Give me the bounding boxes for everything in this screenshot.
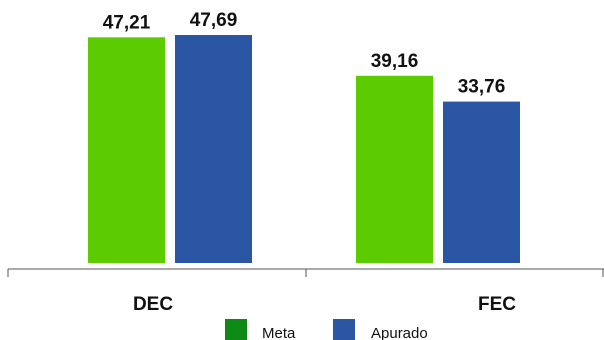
value-label-dec-apurado: 47,69 — [190, 10, 238, 31]
value-label-fec-apurado: 33,76 — [458, 77, 506, 98]
legend-label-apurado: Apurado — [371, 325, 428, 340]
legend-label-meta: Meta — [262, 325, 296, 340]
category-labels-layer: DEC FEC — [133, 294, 516, 315]
bar-dec-apurado — [175, 35, 252, 263]
legend-swatch-meta — [225, 319, 247, 340]
bars-layer — [88, 35, 520, 264]
x-axis — [7, 268, 604, 277]
value-label-dec-meta: 47,21 — [103, 12, 151, 33]
category-label-dec: DEC — [133, 294, 173, 315]
value-labels-layer: 47,21 47,69 39,16 33,76 — [103, 10, 506, 98]
bar-dec-meta — [88, 37, 165, 264]
bar-fec-meta — [356, 75, 433, 263]
bar-fec-apurado — [443, 101, 520, 263]
legend-swatch-apurado — [333, 319, 355, 340]
value-label-fec-meta: 39,16 — [371, 51, 419, 72]
category-label-fec: FEC — [478, 294, 516, 315]
legend: Meta Apurado — [225, 319, 428, 340]
